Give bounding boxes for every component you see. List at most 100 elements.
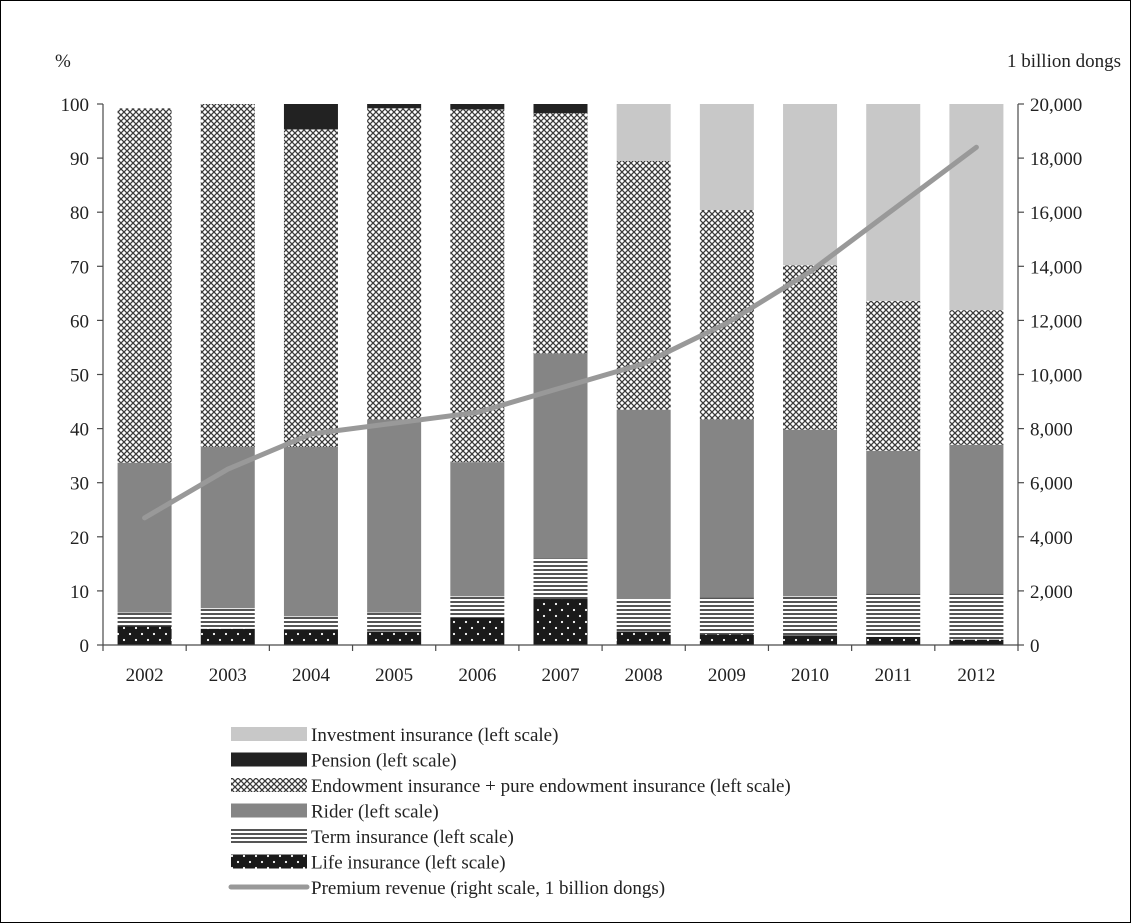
legend-item-pension: Pension (left scale) xyxy=(231,751,457,772)
left-tick-label: 90 xyxy=(70,149,89,170)
right-tick-label: 14,000 xyxy=(1030,257,1082,278)
bar-rider-2006 xyxy=(450,462,504,596)
bar-term-2004 xyxy=(284,616,338,630)
right-axis-unit: 1 billion dongs xyxy=(1007,51,1121,72)
bar-term-2012 xyxy=(949,594,1003,640)
left-tick-label: 40 xyxy=(70,420,89,441)
right-tick-label: 20,000 xyxy=(1030,95,1082,116)
bar-invest-2011 xyxy=(866,104,920,301)
bar-endow-2008 xyxy=(617,161,671,410)
bar-endow-2012 xyxy=(949,310,1003,445)
bar-life-2002 xyxy=(118,626,172,645)
bar-endow-2004 xyxy=(284,129,338,447)
right-tick-label: 16,000 xyxy=(1030,203,1082,224)
bar-endow-2002 xyxy=(118,108,172,462)
right-tick-label: 0 xyxy=(1030,636,1040,657)
left-tick-label: 60 xyxy=(70,311,89,332)
right-tick-label: 4,000 xyxy=(1030,528,1073,549)
bar-rider-2009 xyxy=(700,419,754,597)
x-tick-label-2003: 2003 xyxy=(209,665,247,686)
legend-label-endow: Endowment insurance + pure endowment ins… xyxy=(311,776,791,797)
left-tick-label: 50 xyxy=(70,366,89,387)
legend-label-rider: Rider (left scale) xyxy=(311,802,439,823)
x-tick-label-2005: 2005 xyxy=(375,665,413,686)
bar-rider-2011 xyxy=(866,451,920,594)
legend-item-premium: Premium revenue (right scale, 1 billion … xyxy=(231,878,665,899)
legend-swatch-endow xyxy=(231,778,307,792)
left-tick-label: 10 xyxy=(70,582,89,603)
legend-swatch-invest xyxy=(231,727,307,741)
bar-endow-2009 xyxy=(700,210,754,419)
bar-endow-2011 xyxy=(866,301,920,451)
bar-invest-2009 xyxy=(700,104,754,210)
bar-life-2005 xyxy=(367,631,421,645)
x-tick-label-2007: 2007 xyxy=(542,665,580,686)
legend-item-life: Life insurance (left scale) xyxy=(231,853,506,874)
bar-rider-2010 xyxy=(783,430,837,597)
bar-rider-2012 xyxy=(949,445,1003,594)
left-tick-label: 0 xyxy=(80,636,90,657)
bar-life-2004 xyxy=(284,630,338,645)
left-axis-unit: % xyxy=(55,51,71,72)
legend-label-premium: Premium revenue (right scale, 1 billion … xyxy=(311,878,665,899)
legend-label-term: Term insurance (left scale) xyxy=(311,827,514,848)
bar-pension-2004 xyxy=(284,104,338,129)
bar-invest-2010 xyxy=(783,104,837,265)
legend: Investment insurance (left scale) Pension… xyxy=(231,725,791,899)
right-tick-label: 18,000 xyxy=(1030,149,1082,170)
bar-life-2009 xyxy=(700,634,754,645)
bar-term-2010 xyxy=(783,596,837,635)
right-tick-label: 6,000 xyxy=(1030,474,1073,495)
bar-term-2011 xyxy=(866,594,920,637)
left-tick-label: 70 xyxy=(70,257,89,278)
x-tick-label-2012: 2012 xyxy=(957,665,995,686)
bars-layer xyxy=(118,104,1004,645)
legend-swatch-pension xyxy=(231,753,307,767)
x-tick-label-2009: 2009 xyxy=(708,665,746,686)
bar-invest-2008 xyxy=(617,104,671,161)
legend-swatch-term xyxy=(231,829,307,843)
x-tick-label-2006: 2006 xyxy=(458,665,496,686)
bar-life-2012 xyxy=(949,640,1003,645)
legend-label-life: Life insurance (left scale) xyxy=(311,853,506,874)
legend-item-endow: Endowment insurance + pure endowment ins… xyxy=(231,776,791,797)
bar-life-2003 xyxy=(201,629,255,645)
bar-pension-2005 xyxy=(367,104,421,108)
bar-endow-2010 xyxy=(783,265,837,429)
bar-life-2007 xyxy=(534,599,588,645)
bar-term-2007 xyxy=(534,558,588,599)
bar-invest-2012 xyxy=(949,104,1003,310)
x-tick-label-2004: 2004 xyxy=(292,665,331,686)
legend-label-invest: Investment insurance (left scale) xyxy=(311,725,558,746)
x-tick-label-2011: 2011 xyxy=(875,665,912,686)
x-tick-label-2008: 2008 xyxy=(625,665,663,686)
bar-term-2008 xyxy=(617,599,671,631)
bar-term-2002 xyxy=(118,613,172,627)
bar-life-2006 xyxy=(450,618,504,645)
bar-endow-2007 xyxy=(534,113,588,353)
legend-swatch-rider xyxy=(231,804,307,818)
bar-rider-2002 xyxy=(118,463,172,613)
bar-rider-2004 xyxy=(284,447,338,616)
bar-term-2006 xyxy=(450,596,504,618)
bar-endow-2003 xyxy=(201,104,255,447)
legend-item-invest: Investment insurance (left scale) xyxy=(231,725,558,746)
right-tick-label: 10,000 xyxy=(1030,366,1082,387)
legend-item-rider: Rider (left scale) xyxy=(231,802,439,823)
x-tick-label-2002: 2002 xyxy=(126,665,164,686)
bar-term-2003 xyxy=(201,608,255,629)
bar-life-2008 xyxy=(617,631,671,645)
right-tick-label: 12,000 xyxy=(1030,311,1082,332)
legend-label-pension: Pension (left scale) xyxy=(311,751,457,772)
left-tick-label: 80 xyxy=(70,203,89,224)
bar-pension-2006 xyxy=(450,104,504,109)
left-tick-label: 100 xyxy=(61,95,90,116)
right-tick-label: 8,000 xyxy=(1030,420,1073,441)
x-tick-label-2010: 2010 xyxy=(791,665,829,686)
left-tick-label: 30 xyxy=(70,474,89,495)
bar-term-2009 xyxy=(700,597,754,634)
bar-life-2010 xyxy=(783,635,837,645)
left-tick-label: 20 xyxy=(70,528,89,549)
